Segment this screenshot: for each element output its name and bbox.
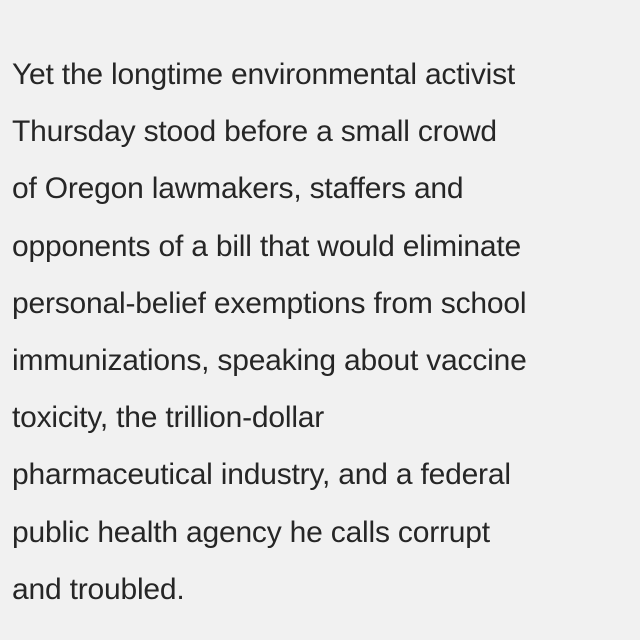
article-paragraph: Yet the longtime environmental activist …	[12, 46, 632, 618]
paragraph-line: Thursday stood before a small crowd	[12, 115, 497, 149]
paragraph-line: of Oregon lawmakers, staffers and	[12, 172, 464, 206]
paragraph-line: immunizations, speaking about vaccine	[12, 344, 527, 378]
paragraph-line: public health agency he calls corrupt	[12, 515, 490, 549]
paragraph-line: personal-belief exemptions from school	[12, 286, 527, 320]
paragraph-line: and troubled.	[12, 572, 185, 606]
paragraph-line: opponents of a bill that would eliminate	[12, 229, 522, 263]
paragraph-line: Yet the longtime environmental activist	[12, 58, 516, 91]
paragraph-line: toxicity, the trillion-dollar	[12, 401, 325, 435]
paragraph-line: pharmaceutical industry, and a federal	[12, 458, 511, 492]
